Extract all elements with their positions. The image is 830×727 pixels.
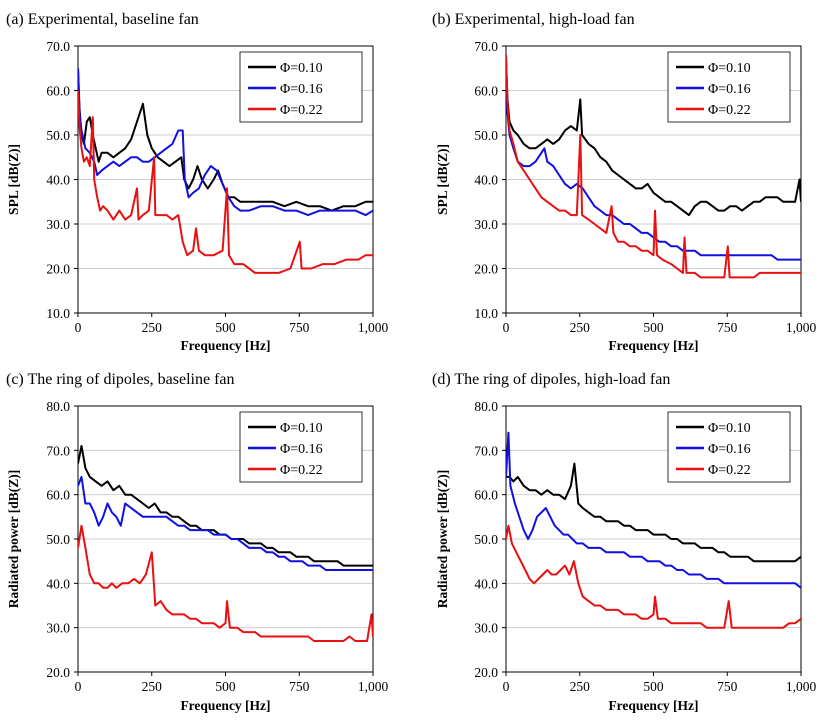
y-tick-label: 40.0: [474, 576, 498, 591]
x-tick-label: 500: [215, 320, 236, 335]
legend-label: Φ=0.16: [280, 82, 323, 97]
y-tick-label: 60.0: [474, 84, 498, 99]
y-tick-label: 10.0: [46, 306, 70, 321]
y-axis-label: Radiated power [dB(Z)]: [6, 470, 21, 609]
legend-label: Φ=0.10: [280, 421, 323, 436]
series-line-2: [506, 63, 801, 261]
y-axis-label: SPL [dB(Z)]: [6, 144, 21, 215]
y-tick-label: 60.0: [46, 488, 70, 503]
x-tick-label: 250: [570, 679, 591, 694]
x-tick-label: 1,000: [358, 320, 389, 335]
y-tick-label: 80.0: [46, 399, 70, 414]
y-tick-label: 20.0: [474, 262, 498, 277]
x-tick-label: 0: [75, 320, 82, 335]
chart-panel-b: (b) Experimental, high-load fan 10.0 20.0 3…: [432, 11, 816, 353]
legend: Φ=0.10 Φ=0.16 Φ=0.22: [667, 411, 791, 483]
x-tick-label: 1,000: [786, 320, 817, 335]
x-axis-label: Frequency [Hz]: [608, 338, 698, 353]
x-tick-label: 750: [289, 679, 310, 694]
legend-label: Φ=0.16: [708, 82, 751, 97]
legend-label: Φ=0.22: [708, 103, 751, 118]
x-tick-label: 500: [643, 679, 664, 694]
legend-label: Φ=0.22: [280, 463, 323, 478]
series-line-3: [506, 524, 801, 629]
y-tick-label: 30.0: [474, 217, 498, 232]
x-tick-label: 250: [570, 320, 591, 335]
x-tick-label: 500: [643, 320, 664, 335]
x-tick-label: 0: [75, 679, 82, 694]
legend-label: Φ=0.22: [280, 103, 323, 118]
y-tick-label: 40.0: [474, 173, 498, 188]
series-line-3: [78, 524, 373, 642]
legend: Φ=0.10 Φ=0.16 Φ=0.22: [239, 51, 363, 123]
y-tick-label: 70.0: [46, 443, 70, 458]
x-axis-label: Frequency [Hz]: [180, 698, 270, 713]
y-tick-label: 30.0: [46, 217, 70, 232]
y-tick-label: 20.0: [46, 665, 70, 680]
y-tick-label: 40.0: [46, 576, 70, 591]
legend: Φ=0.10 Φ=0.16 Φ=0.22: [239, 411, 363, 483]
y-tick-label: 10.0: [474, 306, 498, 321]
y-tick-label: 50.0: [46, 532, 70, 547]
x-tick-label: 750: [717, 679, 738, 694]
chart-panel-a: (a) Experimental, baseline fan 10.0 20.0 30…: [6, 11, 388, 353]
y-tick-label: 50.0: [46, 128, 70, 143]
x-tick-label: 250: [142, 320, 163, 335]
chart-title: (d) The ring of dipoles, high-load fan: [432, 371, 670, 388]
x-tick-label: 250: [142, 679, 163, 694]
x-tick-label: 0: [503, 320, 510, 335]
x-tick-label: 0: [503, 679, 510, 694]
y-tick-label: 50.0: [474, 532, 498, 547]
legend-label: Φ=0.10: [708, 61, 751, 76]
legend-label: Φ=0.10: [708, 421, 751, 436]
y-tick-label: 30.0: [474, 621, 498, 636]
legend-label: Φ=0.22: [708, 463, 751, 478]
y-tick-label: 20.0: [474, 665, 498, 680]
y-tick-label: 60.0: [474, 488, 498, 503]
legend-label: Φ=0.16: [708, 442, 751, 457]
y-tick-label: 50.0: [474, 128, 498, 143]
x-axis-label: Frequency [Hz]: [180, 338, 270, 353]
series-line-3: [506, 54, 801, 279]
legend-label: Φ=0.10: [280, 61, 323, 76]
y-tick-label: 80.0: [474, 399, 498, 414]
chart-title: (c) The ring of dipoles, baseline fan: [6, 371, 235, 388]
chart-title: (b) Experimental, high-load fan: [432, 11, 635, 28]
x-tick-label: 500: [215, 679, 236, 694]
y-tick-label: 40.0: [46, 173, 70, 188]
chart-panel-c: (c) The ring of dipoles, baseline fan 20.…: [6, 371, 388, 713]
chart-panel-d: (d) The ring of dipoles, high-load fan 20…: [432, 371, 816, 713]
y-axis-label: SPL [dB(Z)]: [435, 144, 450, 215]
y-tick-label: 30.0: [46, 621, 70, 636]
series-line-3: [78, 90, 373, 274]
x-axis-label: Frequency [Hz]: [608, 698, 698, 713]
x-tick-label: 750: [717, 320, 738, 335]
series-line-1: [506, 462, 801, 563]
legend-label: Φ=0.16: [280, 442, 323, 457]
series-line-2: [506, 431, 801, 589]
y-axis-label: Radiated power [dB(Z)]: [435, 470, 450, 609]
y-tick-label: 70.0: [474, 443, 498, 458]
series-line-2: [78, 68, 373, 217]
y-tick-label: 60.0: [46, 84, 70, 99]
x-tick-label: 750: [289, 320, 310, 335]
x-tick-label: 1,000: [358, 679, 389, 694]
series-line-2: [78, 475, 373, 571]
series-line-1: [78, 68, 373, 212]
y-tick-label: 20.0: [46, 262, 70, 277]
y-tick-label: 70.0: [46, 39, 70, 54]
x-tick-label: 1,000: [786, 679, 817, 694]
series-line-1: [506, 59, 801, 217]
chart-title: (a) Experimental, baseline fan: [6, 11, 199, 28]
y-tick-label: 70.0: [474, 39, 498, 54]
legend: Φ=0.10 Φ=0.16 Φ=0.22: [667, 51, 791, 123]
